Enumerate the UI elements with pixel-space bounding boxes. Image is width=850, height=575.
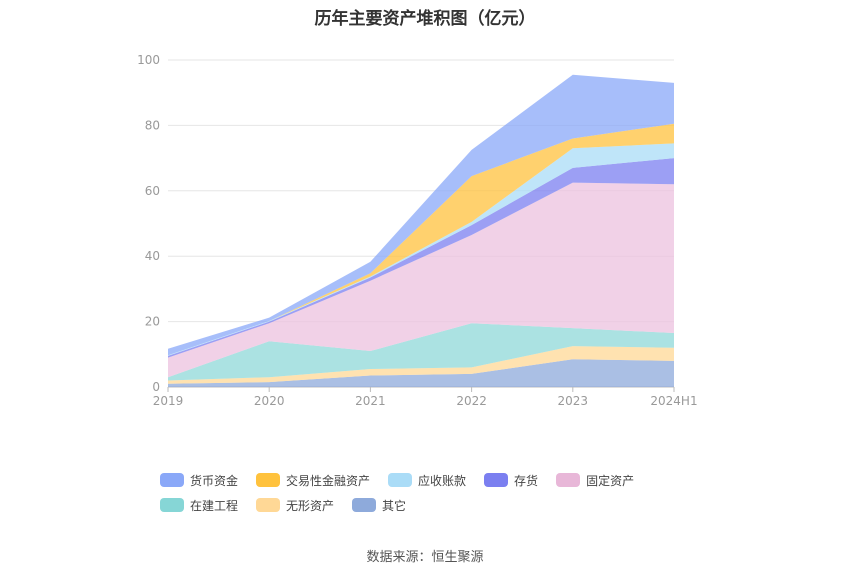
area-存货[interactable] [168, 158, 674, 358]
chart-title: 历年主要资产堆积图（亿元） [314, 9, 536, 29]
legend-label: 其它 [382, 498, 407, 513]
area-series [168, 74, 674, 387]
legend-swatch [352, 498, 377, 512]
area-货币资金[interactable] [168, 74, 674, 356]
x-tick-label: 2021 [355, 394, 386, 408]
x-tick-label: 2024H1 [650, 394, 697, 408]
area-固定资产[interactable] [168, 182, 674, 378]
legend-label: 货币资金 [190, 473, 239, 488]
area-其它[interactable] [168, 359, 674, 387]
legend-swatch [160, 498, 184, 512]
legend-item[interactable]: 无形资产 [256, 497, 334, 513]
legend-item[interactable]: 货币资金 [160, 472, 238, 488]
area-无形资产[interactable] [168, 346, 674, 384]
legend-swatch [256, 473, 281, 487]
area-交易性金融资产[interactable] [168, 123, 674, 356]
y-tick-label: 40 [145, 249, 160, 263]
y-tick-label: 0 [152, 380, 160, 394]
legend-swatch [556, 473, 581, 487]
y-tick-label: 100 [137, 53, 160, 67]
legend-item[interactable]: 存货 [484, 472, 538, 488]
legend-item[interactable]: 其它 [352, 497, 406, 513]
x-tick-label: 2023 [558, 394, 589, 408]
legend-label: 固定资产 [586, 473, 635, 488]
legend-swatch [256, 498, 281, 512]
legend: 货币资金 交易性金融资产 应收账款 存货 固定资产在建工程 无形资产 其它 [160, 472, 720, 513]
legend-item[interactable]: 应收账款 [388, 472, 466, 488]
x-axis: 2019 2020 2021 2022 2023 2024H1 [153, 387, 698, 408]
legend-swatch [160, 473, 184, 487]
legend-swatch [484, 473, 509, 487]
x-tick-label: 2022 [456, 394, 487, 408]
y-tick-label: 60 [145, 184, 160, 198]
legend-label: 应收账款 [418, 473, 467, 488]
y-tick-label: 20 [145, 315, 160, 329]
legend-item[interactable]: 在建工程 [160, 497, 238, 513]
y-axis: 0 20 40 60 80 100 [137, 53, 160, 394]
area-应收账款[interactable] [168, 143, 674, 356]
legend-label: 无形资产 [286, 498, 335, 513]
y-tick-label: 80 [145, 118, 160, 132]
x-tick-label: 2019 [153, 394, 184, 408]
x-tick-label: 2020 [254, 394, 285, 408]
legend-item[interactable]: 交易性金融资产 [256, 472, 370, 488]
stacked-area-chart: 2019 2020 2021 2022 2023 2024H1 0 20 40 60 80 100 [137, 53, 698, 408]
legend-label: 交易性金融资产 [286, 473, 371, 488]
data-source: 数据来源：恒生聚源 [366, 550, 484, 565]
legend-label: 在建工程 [190, 498, 239, 513]
legend-item[interactable]: 固定资产 [556, 472, 634, 488]
area-在建工程[interactable] [168, 323, 674, 381]
legend-swatch [388, 473, 413, 487]
legend-label: 存货 [514, 473, 539, 488]
